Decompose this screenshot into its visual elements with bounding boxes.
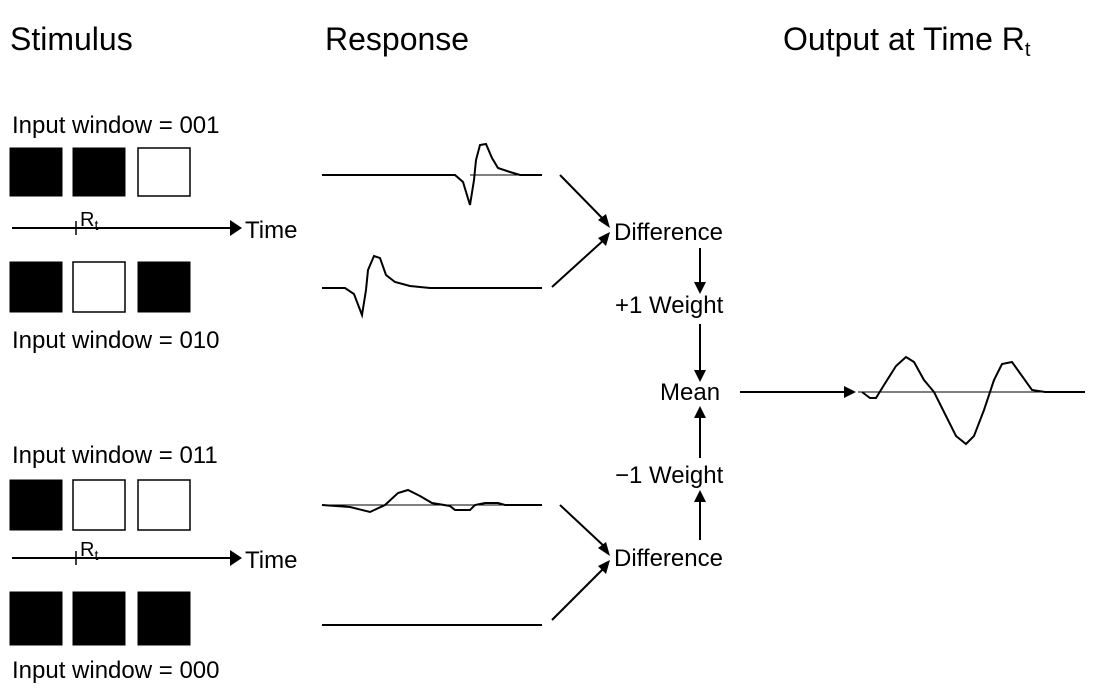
arrowhead	[694, 490, 706, 502]
arrowhead	[598, 542, 610, 574]
arrowhead	[230, 550, 242, 566]
label: Time	[245, 547, 297, 574]
square	[9, 261, 63, 313]
node: +1 Weight	[615, 292, 724, 319]
waveform	[861, 355, 1085, 446]
square	[9, 147, 63, 197]
square	[9, 479, 63, 531]
header: Stimulus	[10, 21, 133, 57]
waveform	[322, 142, 542, 206]
header: Output at Time Rt	[783, 21, 1031, 61]
connector	[559, 504, 607, 549]
label: Input window = 010	[12, 327, 219, 354]
square	[137, 479, 191, 531]
square	[137, 261, 191, 313]
square	[137, 591, 191, 646]
connector	[559, 174, 607, 223]
marker: Rt	[80, 209, 98, 233]
header: Response	[325, 21, 469, 57]
square	[72, 591, 126, 646]
arrowhead	[598, 214, 610, 246]
label: Input window = 011	[12, 442, 218, 469]
label: Time	[245, 217, 297, 244]
square	[72, 261, 126, 313]
arrowhead	[694, 370, 706, 382]
square	[72, 479, 126, 531]
arrowhead	[230, 220, 242, 236]
label: Input window = 000	[12, 657, 219, 684]
node: Difference	[614, 219, 723, 246]
connector	[551, 237, 607, 288]
square	[72, 147, 126, 197]
arrowhead	[694, 406, 706, 418]
label: Input window = 001	[12, 112, 219, 139]
square	[137, 147, 191, 197]
node: Mean	[660, 379, 720, 406]
square	[9, 591, 63, 646]
node: Difference	[614, 545, 723, 572]
waveform	[322, 254, 542, 319]
marker: Rt	[80, 539, 98, 563]
arrowhead	[694, 282, 706, 294]
connector	[551, 565, 607, 621]
waveform	[321, 488, 542, 514]
arrowhead	[844, 386, 856, 398]
node: −1 Weight	[615, 462, 724, 489]
